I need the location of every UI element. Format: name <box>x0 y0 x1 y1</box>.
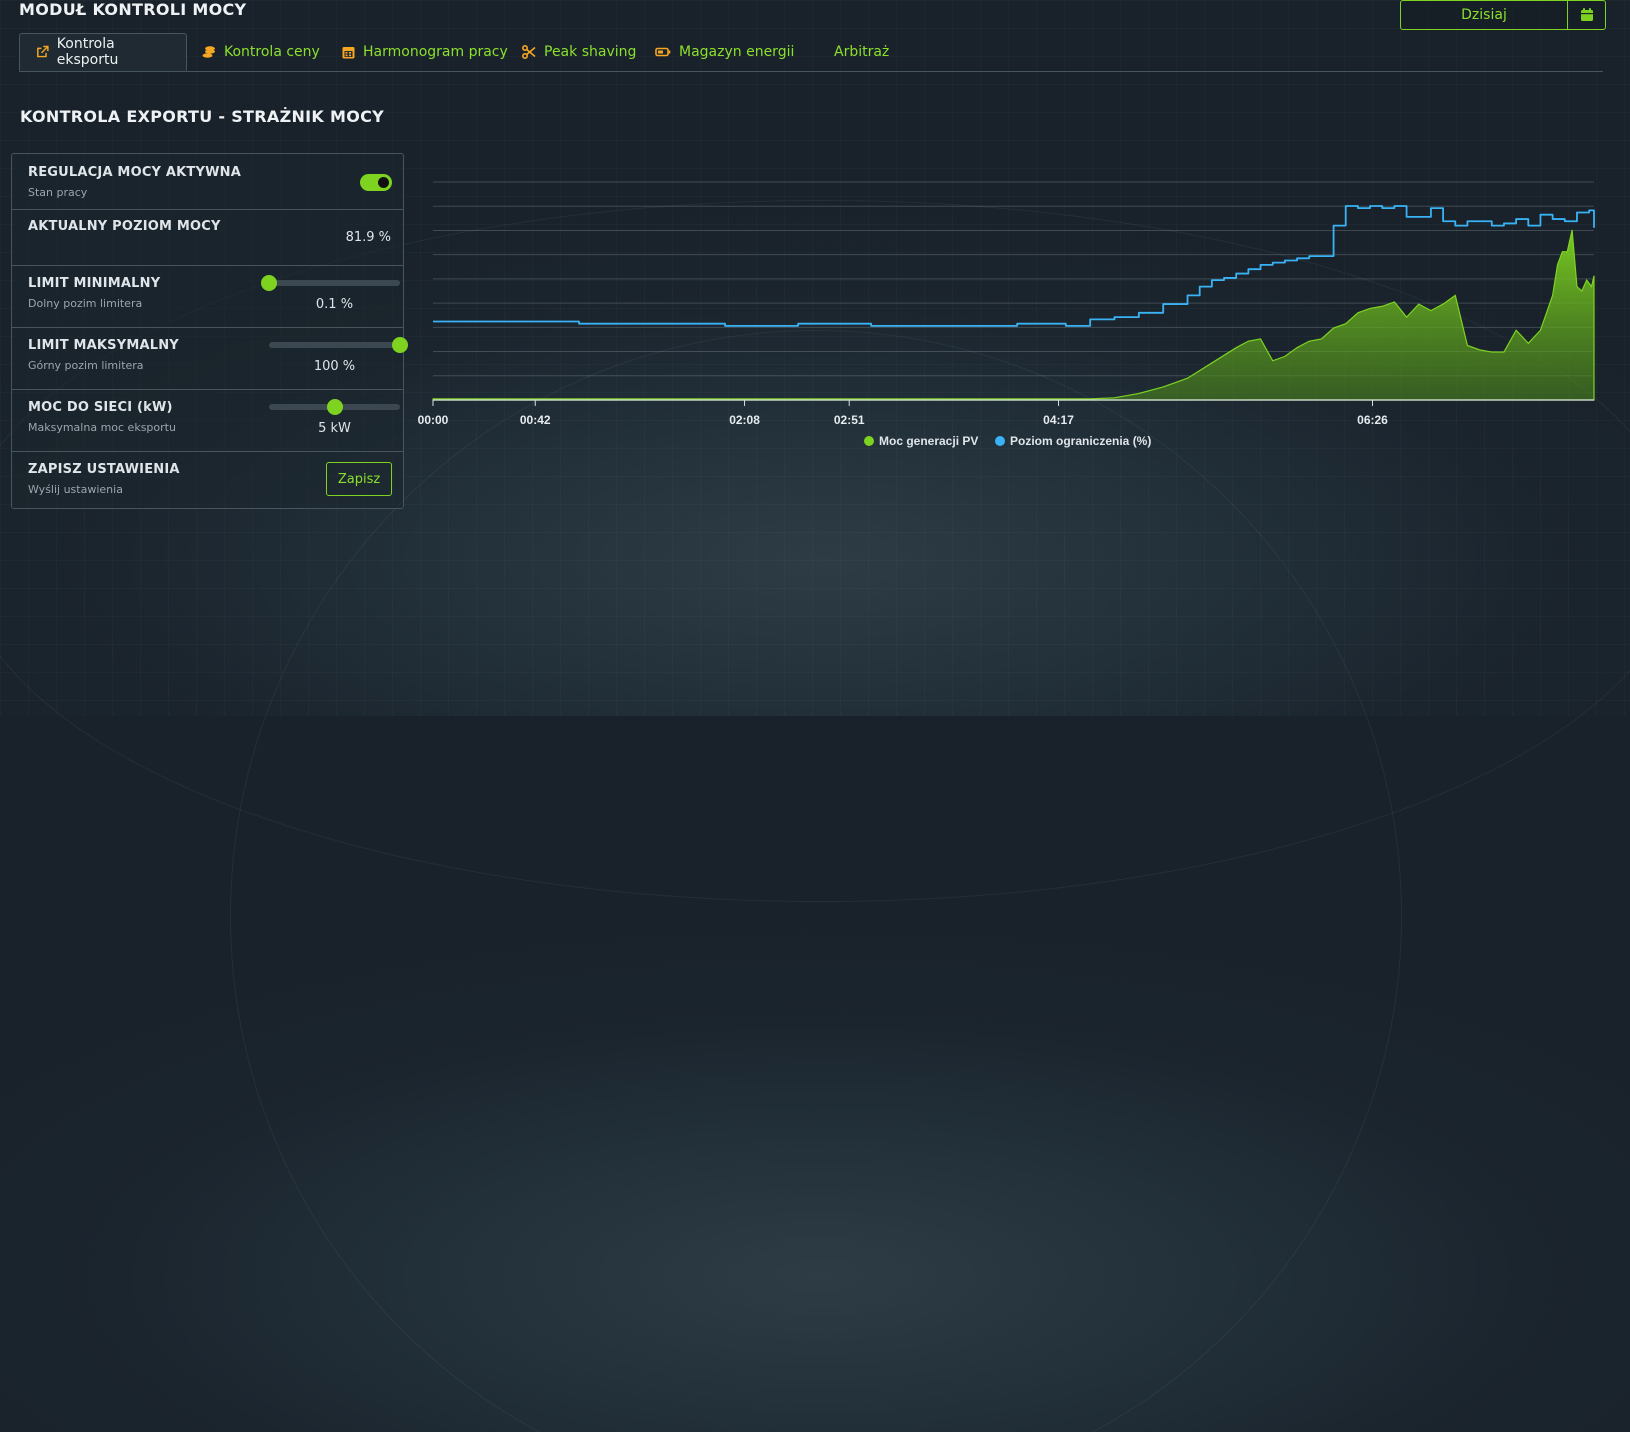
tab-kontrola-ceny[interactable]: Kontrola ceny <box>202 33 320 71</box>
x-tick-label: 04:17 <box>1043 413 1074 427</box>
calendar-button[interactable] <box>1567 1 1605 29</box>
coins-icon <box>202 46 215 58</box>
tab-label: Harmonogram pracy <box>363 44 508 60</box>
tab-label: Kontrola eksportu <box>56 36 119 68</box>
slider-thumb[interactable] <box>261 275 278 291</box>
setting-row-grid-power: MOC DO SIECI (kW) Maksymalna moc eksport… <box>12 390 403 452</box>
max-limit-value: 100 % <box>313 359 356 374</box>
tab-peak-shaving[interactable]: Peak shaving <box>522 33 636 71</box>
setting-row-save: ZAPISZ USTAWIENIA Wyślij ustawienia Zapi… <box>12 452 403 508</box>
setting-subtitle: Stan pracy <box>28 186 88 199</box>
tab-arbitraz[interactable]: Arbitraż <box>834 33 889 71</box>
setting-subtitle: Wyślij ustawienia <box>28 483 123 496</box>
setting-title: AKTUALNY POZIOM MOCY <box>28 219 221 234</box>
toggle-knob <box>378 177 389 188</box>
x-tick-label: 00:42 <box>520 413 551 427</box>
save-button[interactable]: Zapisz <box>326 462 392 496</box>
setting-row-max-limit: LIMIT MAKSYMALNY Górny pozim limitera 10… <box>12 328 408 390</box>
date-picker-label[interactable]: Dzisiaj <box>1461 7 1507 23</box>
setting-row-regulation: REGULACJA MOCY AKTYWNA Stan pracy <box>12 154 403 210</box>
tab-harmonogram-pracy[interactable]: Harmonogram pracy <box>342 33 508 71</box>
legend-label-limit: Poziom ograniczenia (%) <box>1010 434 1151 448</box>
x-tick-label: 02:51 <box>834 413 865 427</box>
page-title: MODUŁ KONTROLI MOCY <box>19 0 247 19</box>
settings-panel: REGULACJA MOCY AKTYWNA Stan pracy AKTUAL… <box>11 153 408 509</box>
legend-label-pv: Moc generacji PV <box>879 434 978 448</box>
min-limit-slider[interactable] <box>261 275 400 291</box>
slider-thumb[interactable] <box>392 337 408 353</box>
current-power-value: 81.9 % <box>345 230 391 245</box>
setting-subtitle: Górny pozim limitera <box>28 359 144 372</box>
grid-power-slider[interactable] <box>269 399 400 415</box>
regulation-toggle[interactable] <box>360 174 392 191</box>
setting-title: MOC DO SIECI (kW) <box>28 400 173 415</box>
pv-generation-area <box>432 229 1595 401</box>
grid-power-value: 5 kW <box>318 421 351 436</box>
setting-subtitle: Maksymalna moc eksportu <box>28 421 176 434</box>
slider-thumb[interactable] <box>326 399 343 415</box>
calendar-icon <box>1580 8 1593 21</box>
x-tick-label: 00:00 <box>418 413 449 427</box>
setting-title: LIMIT MAKSYMALNY <box>28 338 179 353</box>
setting-row-min-limit: LIMIT MINIMALNY Dolny pozim limitera 0.1… <box>12 266 403 328</box>
setting-subtitle: Dolny pozim limitera <box>28 297 143 310</box>
setting-title: LIMIT MINIMALNY <box>28 276 161 291</box>
tab-bar: Kontrola eksportu Kontrola ceny Harmonog… <box>19 33 1603 72</box>
limit-level-line <box>433 205 1595 327</box>
x-tick-label: 02:08 <box>729 413 760 427</box>
tab-label: Arbitraż <box>834 44 890 60</box>
legend-marker-pv <box>864 436 874 446</box>
battery-icon <box>655 47 671 57</box>
tab-kontrola-eksportu[interactable]: Kontrola eksportu <box>19 33 187 71</box>
min-limit-value: 0.1 % <box>315 297 354 312</box>
x-tick-label: 06:26 <box>1357 413 1388 427</box>
tab-label: Peak shaving <box>544 44 637 60</box>
max-limit-slider[interactable] <box>269 337 408 353</box>
setting-title: ZAPISZ USTAWIENIA <box>28 462 180 477</box>
date-picker[interactable]: Dzisiaj <box>1400 0 1606 30</box>
setting-title: REGULACJA MOCY AKTYWNA <box>28 165 241 180</box>
power-chart: 00:00 00:42 02:08 02:51 04:17 06:26 Moc genera… <box>418 181 1595 448</box>
external-link-icon <box>37 45 49 58</box>
tab-label: Kontrola ceny <box>224 44 320 60</box>
section-title: KONTROLA EXPORTU - STRAŻNIK MOCY <box>20 107 385 126</box>
setting-row-current-power: AKTUALNY POZIOM MOCY 81.9 % <box>12 210 403 266</box>
legend-marker-limit <box>995 436 1005 446</box>
scissors-icon <box>522 45 536 59</box>
tab-label: Magazyn energii <box>679 44 795 60</box>
calendar-icon <box>342 47 355 59</box>
tab-magazyn-energii[interactable]: Magazyn energii <box>655 33 794 71</box>
